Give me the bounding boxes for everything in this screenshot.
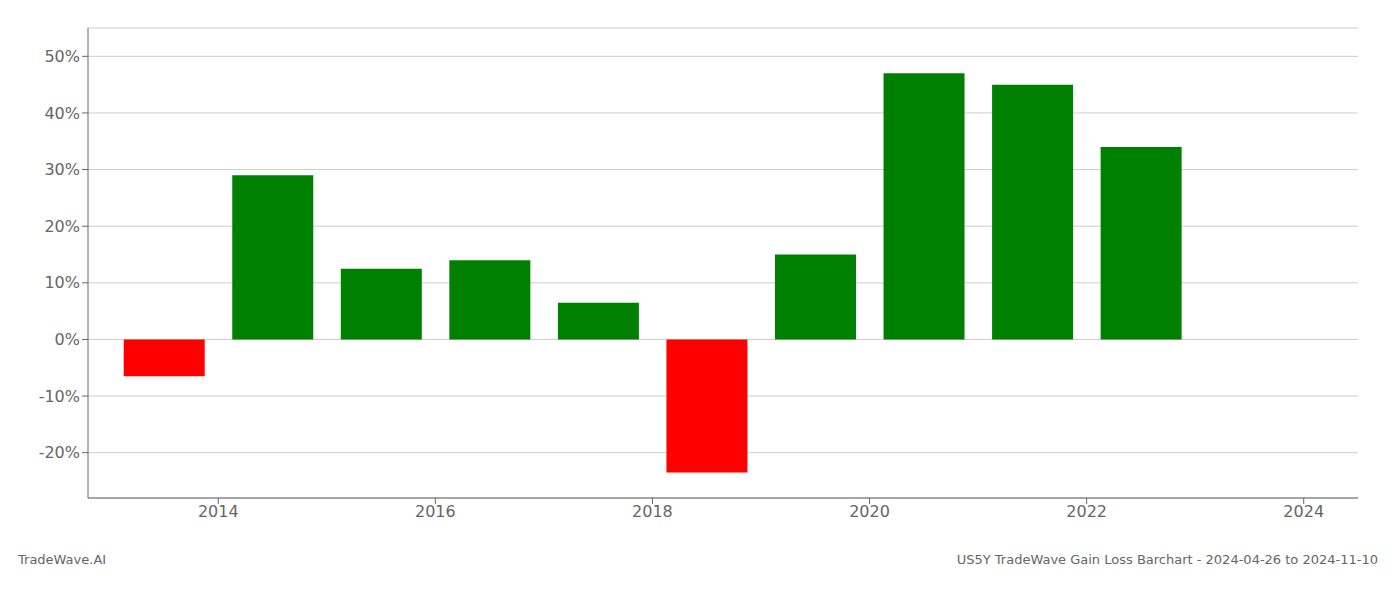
svg-text:50%: 50% bbox=[44, 47, 80, 66]
svg-text:2018: 2018 bbox=[632, 502, 673, 521]
svg-text:0%: 0% bbox=[55, 330, 80, 349]
svg-text:30%: 30% bbox=[44, 160, 80, 179]
svg-text:-20%: -20% bbox=[39, 443, 80, 462]
svg-text:10%: 10% bbox=[44, 273, 80, 292]
svg-text:2024: 2024 bbox=[1283, 502, 1324, 521]
svg-text:2014: 2014 bbox=[198, 502, 239, 521]
svg-text:2020: 2020 bbox=[849, 502, 890, 521]
svg-text:2016: 2016 bbox=[415, 502, 456, 521]
svg-text:20%: 20% bbox=[44, 217, 80, 236]
svg-text:-10%: -10% bbox=[39, 387, 80, 406]
svg-text:40%: 40% bbox=[44, 104, 80, 123]
html-text:US5Y TradeWave Gain Loss Barch: US5Y TradeWave Gain Loss Barchart - 2024… bbox=[956, 552, 1378, 567]
html-text:TradeWave.AI: TradeWave.AI bbox=[18, 552, 107, 567]
svg-text:2022: 2022 bbox=[1066, 502, 1107, 521]
